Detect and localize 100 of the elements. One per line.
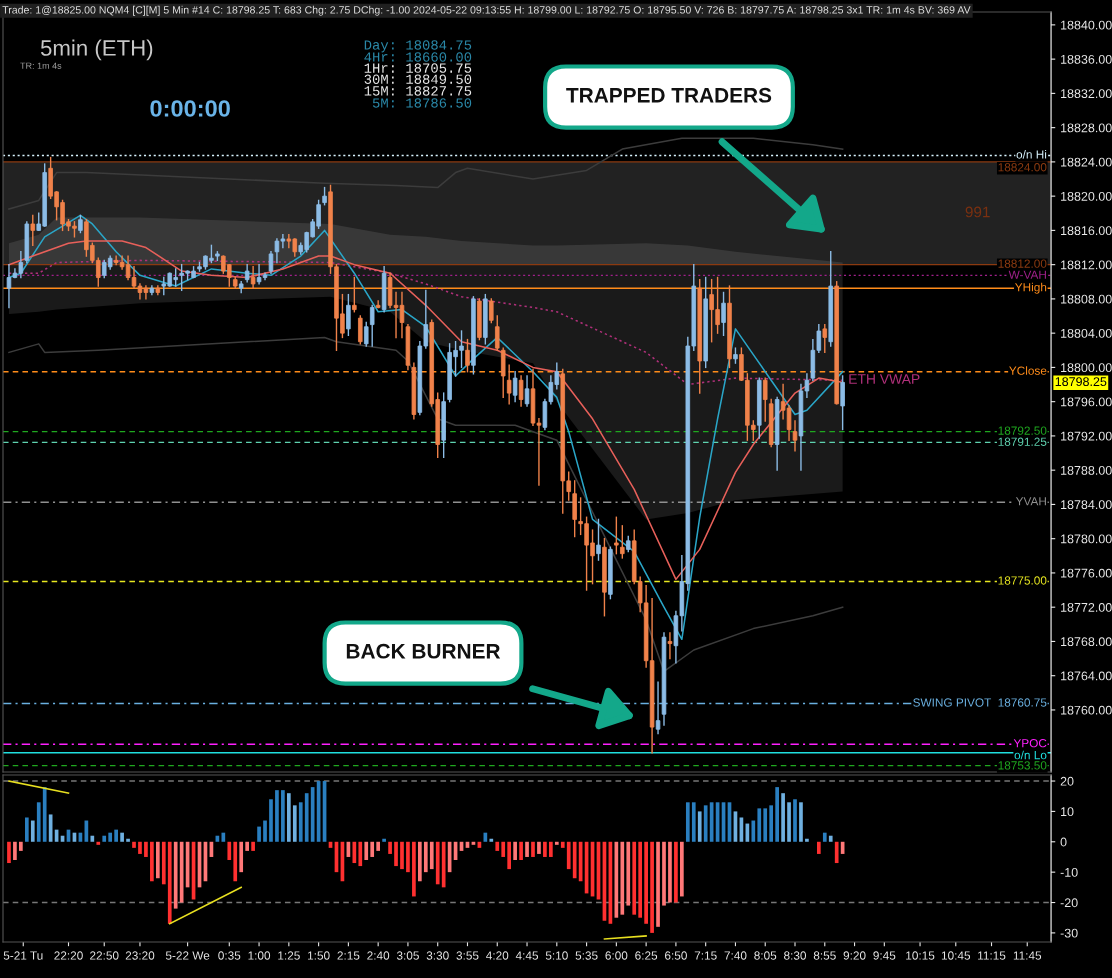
y-tick-label: -20 (1060, 898, 1078, 908)
bar (805, 838, 809, 842)
bar (19, 841, 23, 851)
x-tick-label: 5-22 We (165, 951, 210, 960)
bar (144, 841, 148, 857)
candlestick (352, 276, 357, 313)
x-tick-label: 11:45 (1013, 951, 1042, 960)
bar (257, 826, 261, 842)
ref-line-label: 18812.00 (998, 259, 1047, 268)
y-tick-label: 18824.00 (1061, 157, 1112, 167)
bar (703, 805, 708, 842)
x-tick-label: 10:45 (941, 951, 971, 960)
bar (275, 790, 279, 842)
bar (292, 805, 297, 842)
annotation: Day: 18084.75 (364, 40, 472, 53)
bar (429, 841, 434, 870)
bar (120, 832, 124, 842)
bar (298, 802, 303, 842)
y-tick-label: 18812.00 (1061, 260, 1112, 270)
ref-line-label: SWING PIVOT 18760.75 (913, 698, 1047, 707)
bar (358, 841, 363, 867)
ref-line-label: o/n Hi (1016, 149, 1047, 159)
y-tick-label: 18792.00 (1061, 431, 1112, 441)
ref-line-label: o/n Lo (1014, 750, 1047, 760)
ref-line-label: 18792.50 (998, 426, 1047, 435)
series-label: ETH VWAP (849, 374, 920, 384)
annotation: TR: 1m 4s (20, 62, 62, 69)
bar (638, 841, 643, 918)
bar (161, 841, 166, 885)
candlestick (346, 293, 351, 336)
bar (126, 838, 130, 842)
annotation: TRAPPED TRADERS (566, 87, 772, 103)
bar (281, 790, 285, 842)
bar (525, 841, 529, 857)
bar (310, 787, 315, 842)
bar (697, 811, 702, 842)
bar (685, 802, 690, 842)
line-series (8, 214, 844, 641)
candlestick (524, 375, 530, 407)
bar (816, 841, 821, 854)
candlestick (369, 304, 375, 347)
bar (269, 799, 273, 842)
candlestick (518, 375, 524, 407)
bar (834, 841, 839, 864)
bar (644, 841, 648, 924)
annotation: 30M: 18849.50 (364, 74, 472, 84)
bar (90, 835, 95, 842)
ref-line-label: 18824.00 (998, 163, 1047, 172)
bar (221, 832, 226, 842)
text: 18798.25 (1055, 377, 1107, 387)
x-tick-label: 2:40 (367, 951, 390, 960)
x-tick-label: 3:05 (396, 951, 419, 960)
bar (495, 841, 500, 851)
annotation: 5M: 18786.50 (372, 98, 472, 108)
bar (304, 793, 309, 842)
ref-line-label: 18775.00 (998, 576, 1047, 585)
candlestick (465, 338, 470, 373)
candlestick (512, 370, 518, 403)
x-tick-label: 6:50 (665, 951, 687, 960)
bar (42, 787, 47, 842)
candlestick (250, 266, 256, 289)
y-tick-label: 18816.00 (1061, 226, 1112, 236)
bar (822, 832, 827, 842)
x-tick-label: 4:20 (486, 951, 509, 960)
bar (507, 841, 512, 870)
bar (132, 841, 136, 848)
x-tick-label: 11:15 (978, 951, 1006, 960)
bar (775, 787, 779, 842)
band-label: 991 (965, 206, 990, 218)
bar (501, 841, 506, 857)
candlestick (375, 300, 381, 309)
x-tick-label: 8:30 (784, 951, 807, 960)
bar (382, 838, 386, 842)
bar (239, 841, 244, 873)
bar (489, 838, 494, 842)
bar (227, 841, 232, 861)
candlestick (655, 681, 661, 735)
y-tick-label: 18804.00 (1061, 328, 1112, 338)
candlestick (614, 516, 619, 555)
bar (787, 802, 791, 842)
bar (549, 841, 553, 857)
bar (543, 841, 547, 857)
x-tick-label: 8:55 (813, 951, 836, 960)
annotation: Trade: 1@18825.00 NQM4 [C][M] 5 Min #14 C: 18798.25 T: 683 Chg: 2.75 DChg: -1.00 2024-05-22 09:13:55 H: 18799.00 L: 18792.75 O: 18795.50 V: 726 B: 18797.75 A: 18798.25 3x1 TR: 1m 4s BV: 369 AV (2, 5, 971, 16)
x-tick-label: 5:10 (545, 951, 568, 960)
bar (370, 841, 375, 857)
candlestick (762, 377, 768, 422)
x-tick-label: 8:05 (754, 951, 777, 960)
y-tick-label: -10 (1060, 867, 1078, 877)
bar (554, 841, 559, 845)
bar (251, 841, 255, 851)
y-tick-label: -30 (1060, 928, 1078, 938)
annotation: 0:00:00 (150, 100, 230, 117)
candlestick (506, 364, 512, 405)
candlestick (268, 251, 274, 274)
bar (412, 841, 416, 897)
ref-line-label: YPOC (1013, 739, 1047, 748)
ref-line-label: 18753.50 (998, 761, 1047, 770)
bar (560, 841, 565, 848)
bar (30, 820, 35, 842)
